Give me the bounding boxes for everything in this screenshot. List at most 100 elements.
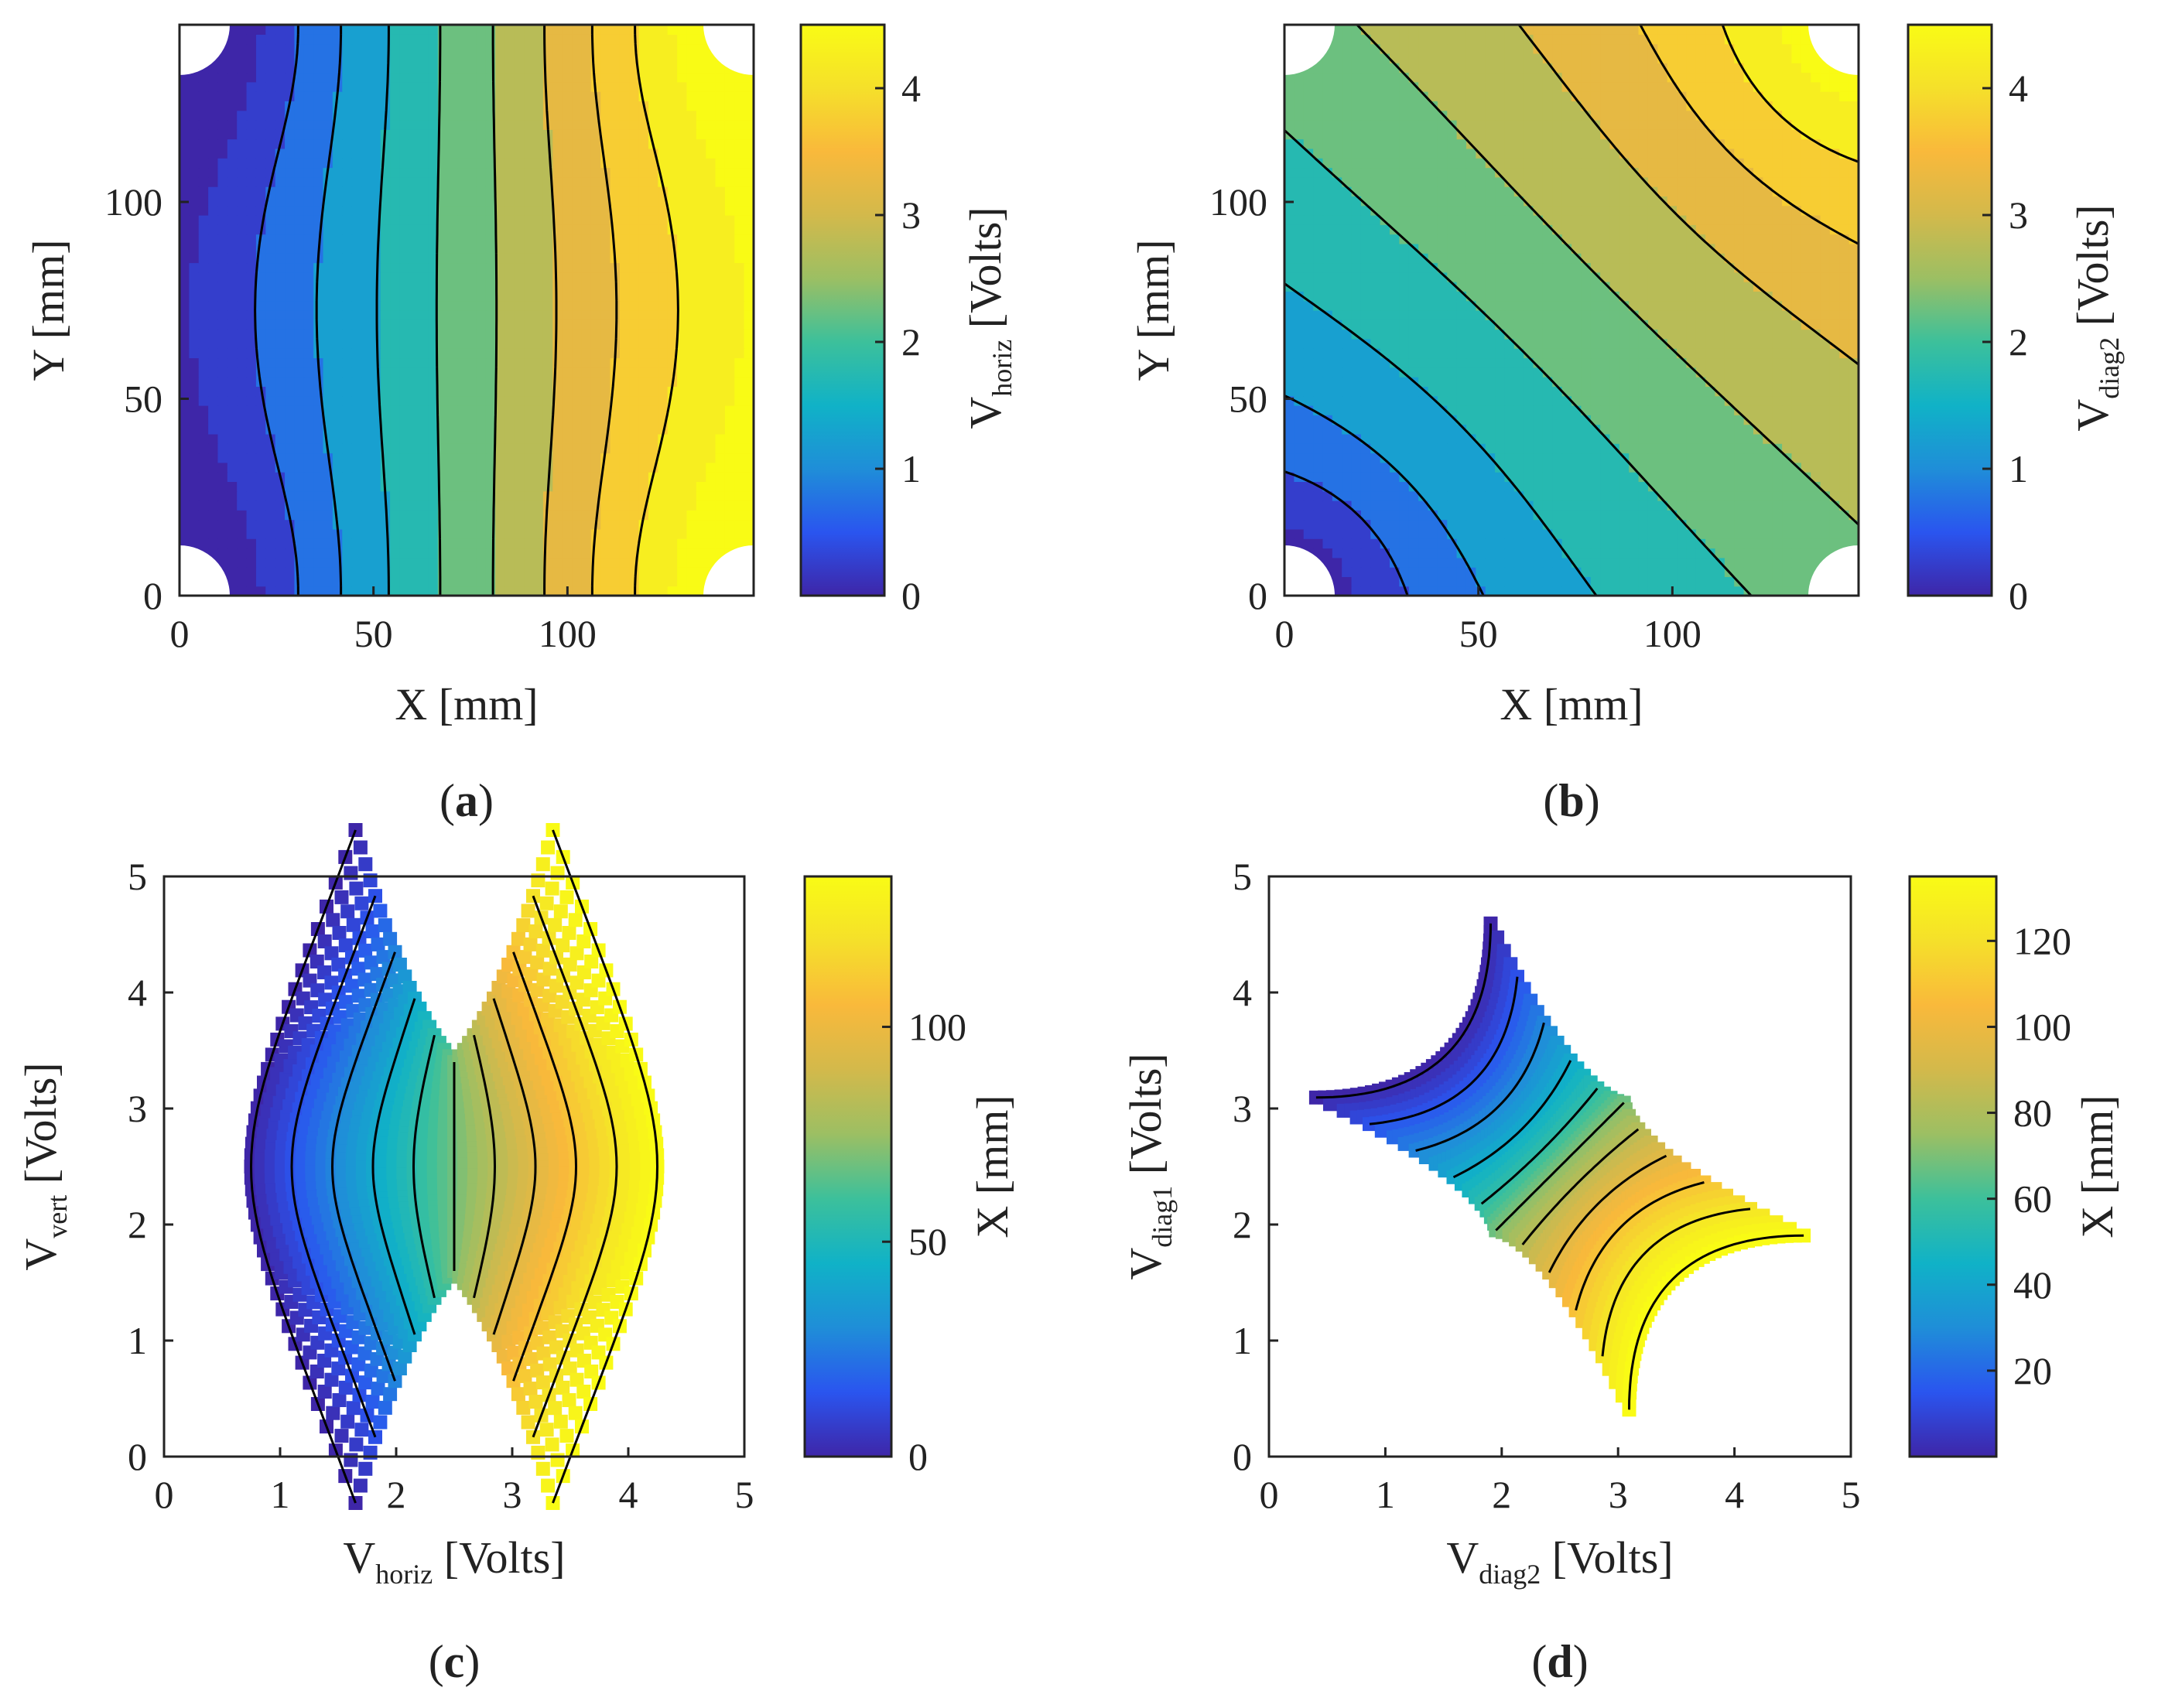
heatmap-cell (696, 72, 706, 83)
heatmap-cell (677, 567, 688, 577)
heatmap-cell (1342, 490, 1353, 501)
heatmap-cell (1590, 405, 1601, 415)
heatmap-cell (1677, 586, 1687, 596)
heatmap-cell (1342, 538, 1353, 549)
heatmap-cell (562, 272, 573, 282)
heatmap-cell (1647, 548, 1658, 559)
heatmap-cell (667, 186, 678, 196)
heatmap-cell (495, 196, 506, 207)
heatmap-cell (600, 224, 611, 235)
heatmap-cell (572, 348, 582, 359)
heatmap-cell (744, 300, 754, 311)
heatmap-cell (715, 158, 726, 169)
heatmap-cell (1686, 510, 1697, 521)
heatmap-cell (390, 443, 401, 454)
heatmap-cell (255, 329, 266, 340)
heatmap-cell (610, 576, 621, 587)
heatmap-cell (303, 101, 314, 111)
heatmap-cell (409, 377, 419, 387)
heatmap-cell (1408, 586, 1419, 596)
heatmap-cell (265, 243, 276, 254)
heatmap-cell (658, 319, 669, 330)
heatmap-cell (629, 386, 640, 397)
heatmap-cell (1390, 481, 1400, 492)
heatmap-cell (1332, 433, 1342, 444)
heatmap-cell (447, 319, 458, 330)
heatmap-cell (409, 272, 419, 282)
heatmap-cell (724, 386, 735, 397)
heatmap-cell (447, 357, 458, 368)
heatmap-cell (399, 186, 410, 196)
heatmap-cell (1619, 433, 1630, 444)
heatmap-cell (485, 433, 496, 444)
heatmap-cell (667, 557, 678, 568)
heatmap-cell (428, 138, 439, 149)
heatmap-cell (1465, 481, 1476, 492)
heatmap-cell (1695, 576, 1706, 587)
heatmap-cell (1437, 462, 1448, 473)
heatmap-cell (198, 224, 209, 235)
heatmap-cell (313, 500, 324, 511)
heatmap-cell (237, 205, 248, 216)
heatmap-cell (1791, 481, 1802, 492)
heatmap-cell (189, 519, 200, 530)
heatmap-cell (1437, 500, 1448, 511)
heatmap-cell (227, 110, 238, 121)
heatmap-cell (619, 282, 630, 292)
heatmap-cell (419, 490, 429, 501)
heatmap-cell (1284, 443, 1294, 454)
heatmap-cell (189, 528, 200, 539)
heatmap-cell (524, 519, 535, 530)
heatmap-cell (610, 186, 621, 196)
heatmap-cell (572, 53, 582, 63)
heatmap-cell (495, 424, 506, 435)
heatmap-cell (361, 338, 371, 349)
heatmap-cell (419, 386, 429, 397)
heatmap-cell (467, 348, 477, 359)
heatmap-cell (275, 538, 286, 549)
heatmap-cell (1513, 548, 1524, 559)
heatmap-cell (1370, 405, 1381, 415)
heatmap-cell (265, 510, 276, 521)
heatmap-cell (1686, 386, 1697, 397)
heatmap-cell (485, 310, 496, 320)
heatmap-cell (744, 81, 754, 92)
heatmap-cell (1485, 538, 1496, 549)
heatmap-cell (658, 53, 669, 63)
heatmap-cell (1504, 377, 1515, 387)
heatmap-cell (351, 576, 362, 587)
heatmap-cell (467, 462, 477, 473)
heatmap-cell (1533, 453, 1544, 463)
heatmap-cell (255, 262, 266, 273)
heatmap-cell (275, 338, 286, 349)
heatmap-cell (265, 405, 276, 415)
heatmap-cell (1465, 424, 1476, 435)
heatmap-cell (533, 424, 544, 435)
heatmap-cell (1695, 424, 1706, 435)
heatmap-cell (255, 72, 266, 83)
heatmap-cell (361, 576, 371, 587)
heatmap-cell (380, 310, 391, 320)
heatmap-cell (189, 234, 200, 244)
heatmap-cell (1782, 576, 1793, 587)
heatmap-cell (667, 91, 678, 101)
heatmap-cell (1667, 443, 1678, 454)
heatmap-cell (504, 528, 515, 539)
heatmap-cell (667, 319, 678, 330)
heatmap-cell (1600, 510, 1611, 521)
heatmap-cell (572, 72, 582, 83)
heatmap-cell (533, 443, 544, 454)
heatmap-cell (542, 291, 553, 302)
heatmap-cell (227, 215, 238, 225)
heatmap-cell (255, 148, 266, 159)
heatmap-cell (504, 576, 515, 587)
heatmap-cell (246, 272, 257, 282)
heatmap-cell (648, 586, 658, 596)
heatmap-cell (189, 490, 200, 501)
heatmap-cell (1456, 405, 1467, 415)
heatmap-cell (658, 367, 669, 377)
heatmap-cell (667, 490, 678, 501)
heatmap-cell (1303, 377, 1314, 387)
heatmap-cell (1294, 519, 1305, 530)
heatmap-cell (457, 253, 467, 264)
